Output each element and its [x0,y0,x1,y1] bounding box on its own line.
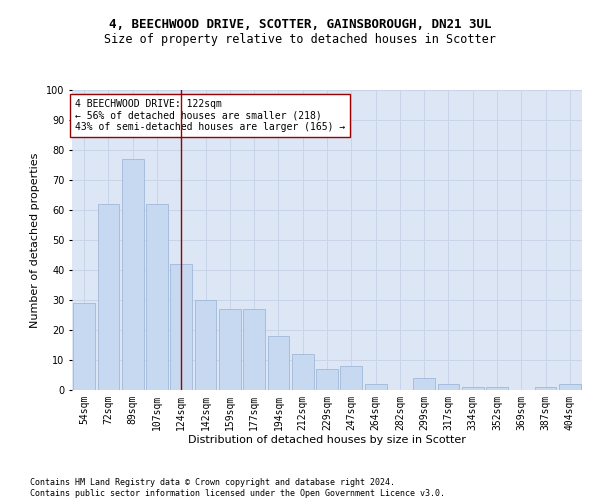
Bar [146,204,168,390]
Text: 4 BEECHWOOD DRIVE: 122sqm
← 56% of detached houses are smaller (218)
43% of semi: 4 BEECHWOOD DRIVE: 122sqm ← 56% of detac… [74,99,345,132]
Text: Size of property relative to detached houses in Scotter: Size of property relative to detached ho… [104,32,496,46]
Bar [194,300,217,390]
Bar [535,387,556,390]
Bar [559,384,581,390]
Bar [437,384,460,390]
Bar [219,309,241,390]
Bar [170,264,192,390]
Bar [97,204,119,390]
Bar [413,378,435,390]
Bar [243,309,265,390]
Bar [340,366,362,390]
Text: 4, BEECHWOOD DRIVE, SCOTTER, GAINSBOROUGH, DN21 3UL: 4, BEECHWOOD DRIVE, SCOTTER, GAINSBOROUG… [109,18,491,30]
Bar [268,336,289,390]
Bar [486,387,508,390]
Bar [462,387,484,390]
Bar [316,369,338,390]
Bar [73,303,95,390]
Bar [292,354,314,390]
Text: Contains HM Land Registry data © Crown copyright and database right 2024.
Contai: Contains HM Land Registry data © Crown c… [30,478,445,498]
Text: Distribution of detached houses by size in Scotter: Distribution of detached houses by size … [188,435,466,445]
Bar [365,384,386,390]
Y-axis label: Number of detached properties: Number of detached properties [31,152,40,328]
Bar [122,159,143,390]
